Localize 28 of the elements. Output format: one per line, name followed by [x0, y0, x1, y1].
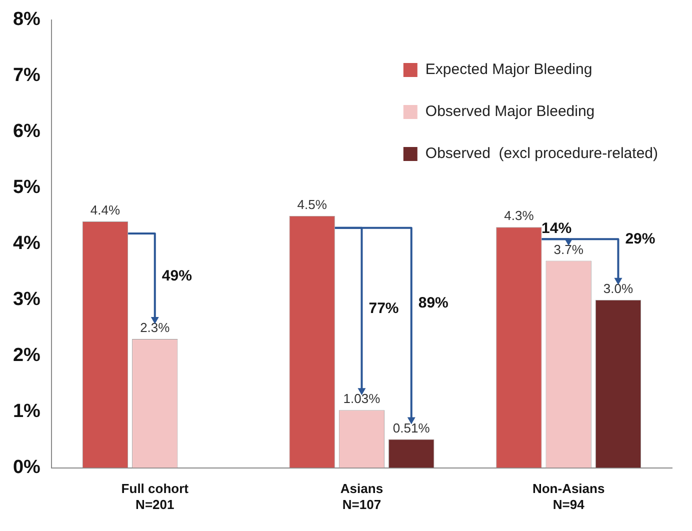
y-tick-label: 8%	[12, 9, 41, 30]
x-tick-label: Full cohort N=201	[121, 481, 190, 512]
x-tick-label: Non-Asians N=94	[532, 481, 605, 512]
data-label: 2.3%	[140, 320, 170, 336]
legend-label: Observed Major Bleeding	[425, 103, 595, 120]
annotation: 49%	[162, 267, 192, 284]
data-label: 3.7%	[554, 242, 584, 257]
y-tick-label: 7%	[12, 65, 41, 86]
annotation: 77%	[368, 300, 399, 318]
data-label: 4.4%	[90, 202, 120, 218]
x-tick-label: Asians N=107	[340, 481, 384, 512]
y-tick-label: 3%	[12, 289, 41, 310]
y-tick-label: 0%	[12, 457, 41, 478]
y-tick-label: 5%	[12, 177, 41, 198]
data-label: 4.5%	[297, 196, 328, 212]
y-tick-label: 6%	[12, 121, 41, 142]
annotation: 89%	[418, 294, 448, 312]
annotation: 29%	[625, 230, 656, 248]
legend-label: Observed (excl procedure-related)	[425, 145, 658, 162]
data-label: 4.3%	[504, 208, 534, 224]
annotation: 14%	[542, 220, 572, 238]
data-label: 0.51%	[392, 420, 430, 436]
y-tick-label: 2%	[12, 345, 41, 366]
data-label: 1.03%	[343, 391, 381, 406]
y-tick-label: 4%	[12, 233, 41, 254]
data-label: 3.0%	[603, 280, 634, 296]
legend-label: Expected Major Bleeding	[425, 61, 592, 78]
y-tick-label: 1%	[12, 401, 41, 422]
